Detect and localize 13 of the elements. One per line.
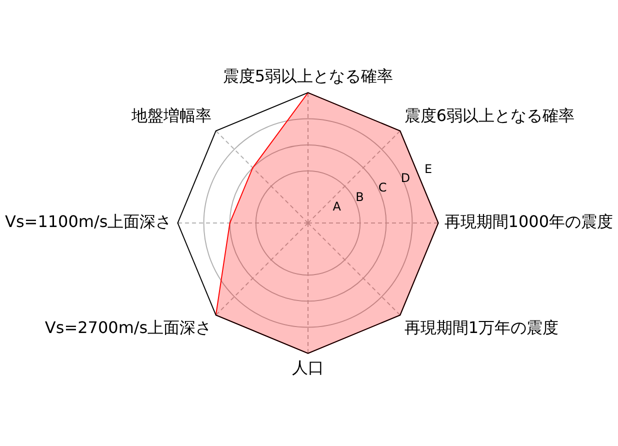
spoke-label: Vs=1100m/s上面深さ [5,212,172,232]
y-tick-label: D [400,171,410,186]
y-tick-label: A [332,200,342,214]
spoke-label: 地盤増幅率 [130,106,212,126]
spoke-label: 再現期間1000年の震度 [444,212,613,232]
spoke-label: 震度6弱以上となる確率 [404,106,575,126]
y-tick-label: B [356,190,364,204]
spoke-label: Vs=2700m/s上面深さ [44,318,212,338]
y-tick-label: E [424,162,432,176]
spoke-label: 再現期間1万年の震度 [404,318,559,338]
spoke-label: 人口 [292,358,324,378]
spoke-label: 震度5弱以上となる確率 [222,66,394,86]
y-tick-label: C [378,180,387,195]
